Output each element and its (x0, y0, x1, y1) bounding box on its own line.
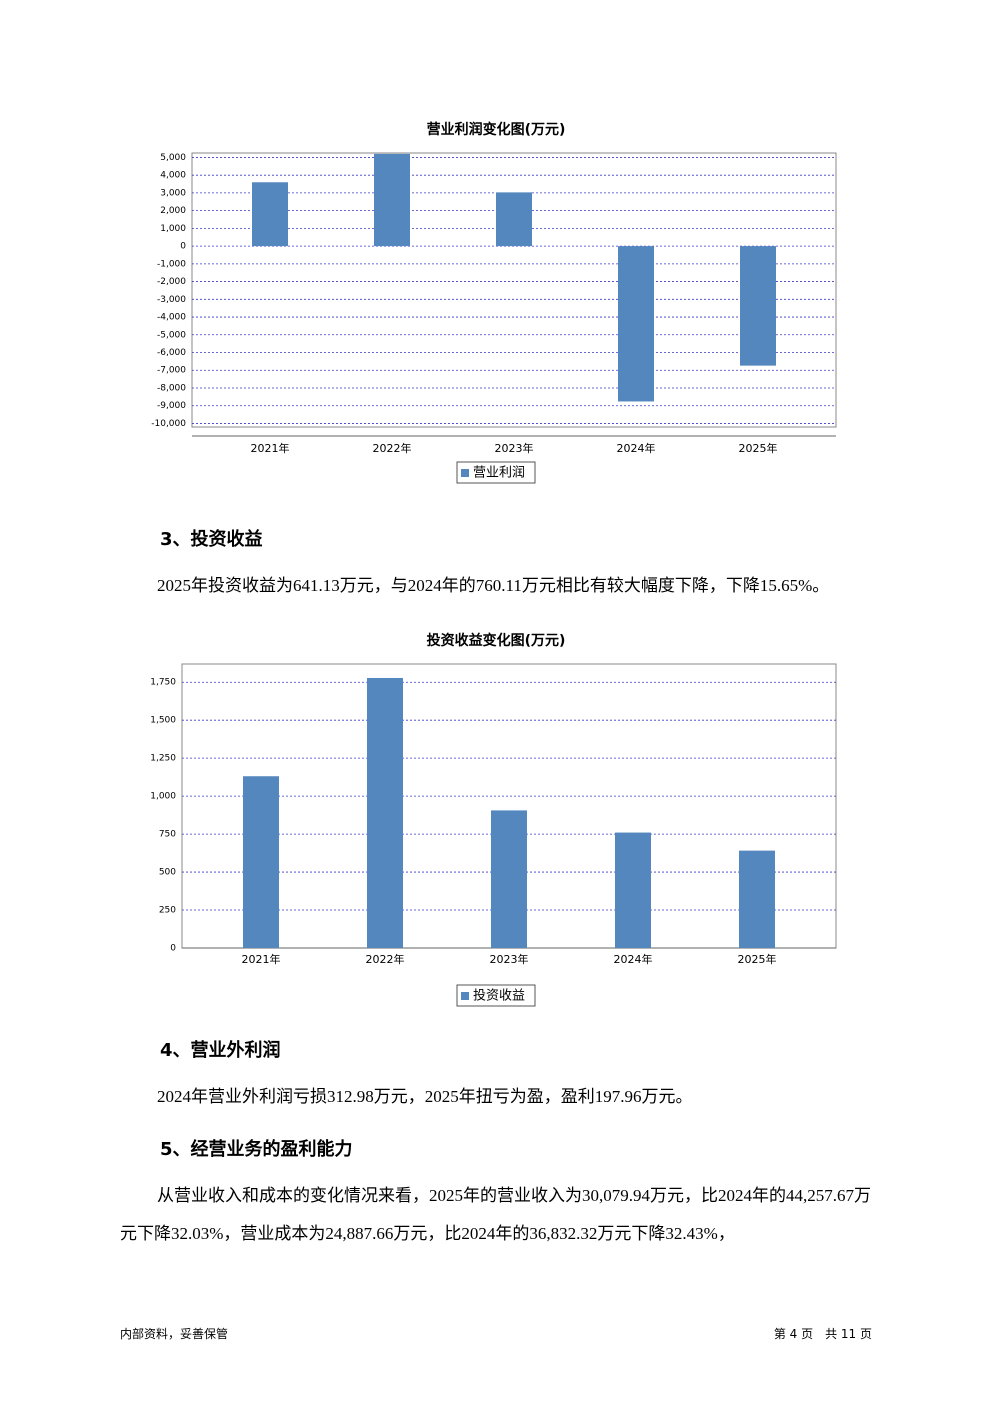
y-tick-label: 2,000 (160, 206, 186, 216)
x-tick-label: 2024年 (614, 952, 653, 966)
x-tick-label: 2025年 (739, 441, 778, 455)
bar (618, 246, 654, 402)
y-tick-label: -1,000 (157, 259, 186, 269)
y-tick-label: -4,000 (157, 313, 186, 323)
chart: 营业利润变化图(万元) 5,000 4,000 3,000 2,000 1,000 0 -1… (151, 121, 837, 484)
y-tick-label: 3,000 (160, 188, 186, 198)
y-tick-label: 1,000 (160, 224, 186, 234)
chart-title: 营业利润变化图(万元) (427, 121, 566, 138)
x-tick-label: 2024年 (617, 441, 656, 455)
y-tick-label: -9,000 (157, 401, 186, 411)
x-tick-label: 2021年 (251, 441, 290, 455)
chart-title: 投资收益变化图(万元) (427, 632, 566, 649)
y-tick-label: 4,000 (160, 171, 186, 181)
y-tick-label: -5,000 (157, 330, 186, 340)
bar (491, 810, 527, 948)
bar (739, 850, 775, 948)
paragraph: 从营业收入和成本的变化情况来看，2025年的营业收入为30,079.94万元，比… (120, 1186, 871, 1243)
y-tick-label: 1,500 (150, 716, 176, 726)
x-tick-label: 2022年 (373, 441, 412, 455)
y-tick-label: -6,000 (157, 348, 186, 358)
heading: 5、经营业务的盈利能力 (160, 1139, 353, 1160)
heading: 3、投资收益 (160, 529, 263, 550)
y-tick-label: 5,000 (160, 153, 186, 163)
y-tick-label: -8,000 (157, 383, 186, 393)
legend-box (456, 461, 536, 484)
y-tick-label: 750 (159, 830, 176, 840)
y-tick-label: 1,000 (150, 792, 176, 802)
y-tick-label: -3,000 (157, 295, 186, 305)
bar (252, 182, 288, 247)
y-tick-label: 1,750 (150, 678, 176, 688)
legend-label: 营业利润 (473, 466, 525, 481)
plot-area (191, 152, 837, 428)
x-tick-label: 2025年 (738, 952, 777, 966)
y-tick-label: -10,000 (151, 419, 186, 429)
footer-right: 第 4 页 共 11 页 (773, 1327, 872, 1341)
y-tick-label: 250 (159, 906, 176, 916)
y-tick-label: 0 (170, 944, 176, 954)
paragraph: 2025年投资收益为641.13万元，与2024年的760.11万元相比有较大幅… (157, 576, 830, 595)
bar (496, 192, 532, 247)
footer-left: 内部资料，妥善保管 (120, 1327, 229, 1341)
bar (243, 776, 279, 948)
x-tick-label: 2023年 (495, 441, 534, 455)
bar (615, 832, 651, 948)
chart: 投资收益变化图(万元) 1,750 1,500 1,250 1,000 750 500 25… (150, 632, 837, 1007)
legend-box (456, 984, 536, 1007)
y-tick-label: -2,000 (157, 277, 186, 287)
legend-swatch (461, 469, 469, 477)
y-tick-label: 0 (180, 242, 186, 252)
heading: 4、营业外利润 (160, 1040, 281, 1061)
x-tick-label: 2023年 (490, 952, 529, 966)
legend-label: 投资收益 (473, 988, 525, 1004)
x-tick-label: 2022年 (366, 952, 405, 966)
y-tick-label: 500 (159, 868, 176, 878)
bar (740, 246, 776, 366)
y-tick-label: 1,250 (150, 754, 176, 764)
y-tick-label: -7,000 (157, 366, 186, 376)
bar (367, 677, 403, 948)
paragraph: 2024年营业外利润亏损312.98万元，2025年扭亏为盈，盈利197.96万… (157, 1087, 693, 1106)
bar (374, 153, 410, 247)
x-tick-label: 2021年 (242, 952, 281, 966)
legend-swatch (461, 992, 469, 1000)
